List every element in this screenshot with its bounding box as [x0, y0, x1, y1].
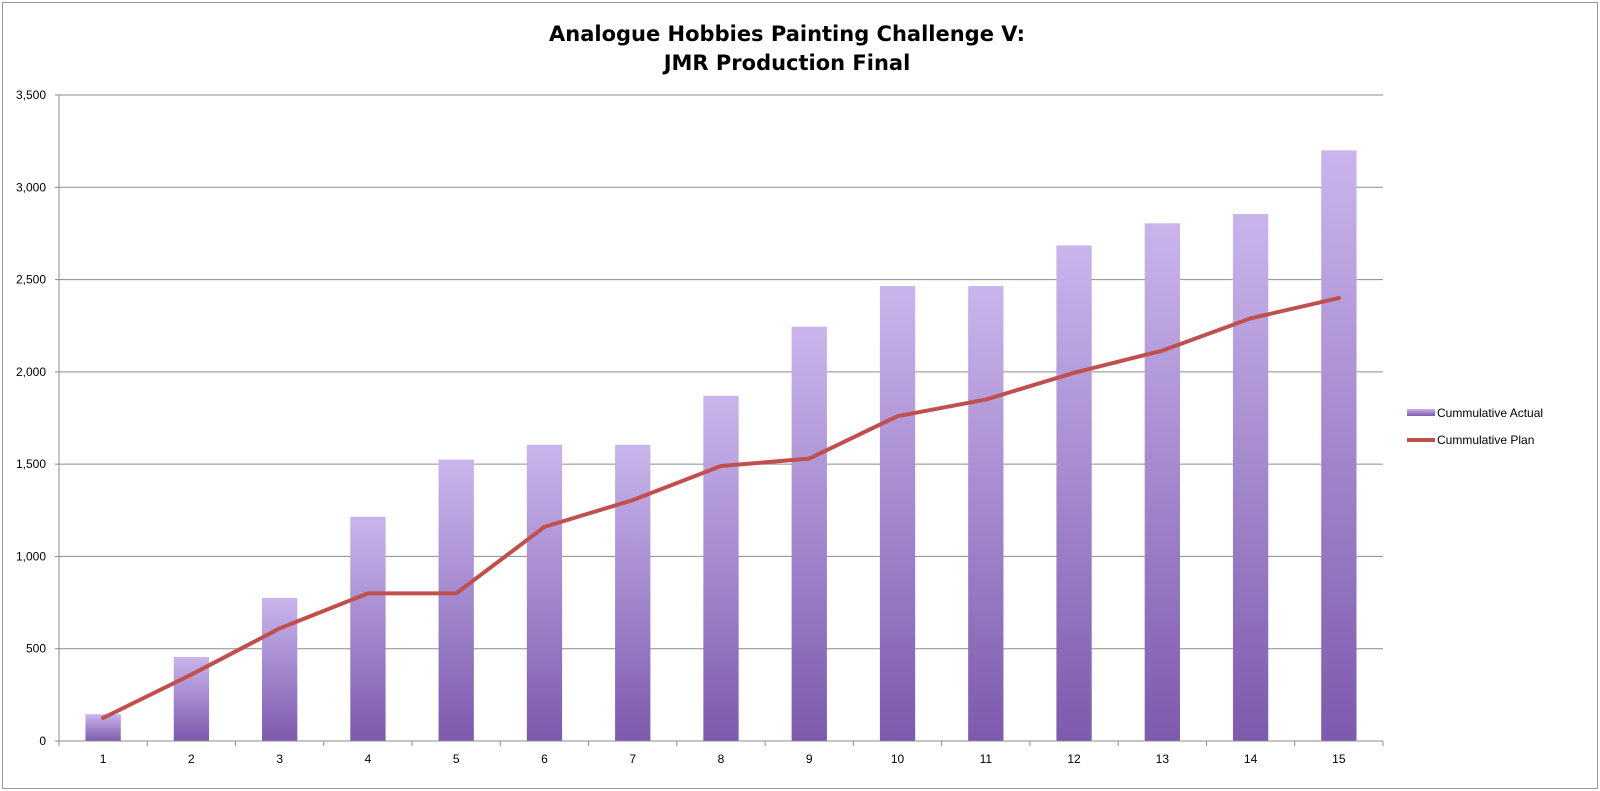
bar-cummulative-actual [703, 395, 739, 741]
legend-item-actual: Cummulative Actual [1407, 406, 1543, 420]
bar-series-cummulative-actual [85, 150, 1357, 741]
legend-label-actual: Cummulative Actual [1437, 406, 1543, 420]
chart-title: Analogue Hobbies Painting Challenge V: [549, 22, 1025, 46]
x-tick-label: 6 [541, 752, 548, 766]
bar-cummulative-actual [350, 516, 386, 741]
line-series-cummulative-plan [101, 296, 1341, 720]
x-axis-tick-labels: 1 2 3 4 5 6 7 8 9 10 11 12 13 14 15 [100, 752, 1346, 766]
legend: Cummulative Actual Cummulative Plan [1407, 406, 1543, 447]
bar-cummulative-actual [879, 286, 916, 741]
x-tick-label: 13 [1156, 752, 1170, 766]
x-tick-label: 1 [100, 752, 107, 766]
x-tick-label: 12 [1067, 752, 1081, 766]
bar-cummulative-actual [968, 286, 1004, 741]
x-tick-label: 14 [1244, 752, 1258, 766]
legend-swatch-actual [1407, 409, 1435, 416]
bar-cummulative-actual [526, 444, 563, 741]
bar-cummulative-actual [1144, 223, 1180, 741]
x-tick-label: 3 [276, 752, 283, 766]
y-tick-label: 2,500 [16, 273, 46, 287]
bar-cummulative-actual [173, 657, 210, 741]
chart-svg: Analogue Hobbies Painting Challenge V: J… [16, 22, 1543, 766]
x-tick-label: 5 [453, 752, 460, 766]
bar-cummulative-actual [262, 597, 298, 741]
legend-label-plan: Cummulative Plan [1437, 433, 1534, 447]
x-tick-label: 9 [806, 752, 813, 766]
x-tick-label: 11 [980, 752, 993, 766]
bar-cummulative-actual [791, 326, 827, 741]
y-tick-label: 500 [26, 642, 46, 656]
bar-cummulative-actual [438, 459, 474, 741]
x-tick-label: 2 [188, 752, 195, 766]
y-tick-label: 3,000 [16, 180, 46, 194]
y-tick-label: 1,000 [16, 549, 46, 563]
legend-item-plan: Cummulative Plan [1407, 433, 1534, 447]
bar-cummulative-actual [1321, 150, 1357, 741]
x-tick-label: 7 [629, 752, 636, 766]
x-tick-label: 4 [365, 752, 372, 766]
x-tick-label: 15 [1332, 752, 1346, 766]
y-tick-label: 1,500 [16, 457, 46, 471]
x-tick-label: 8 [718, 752, 725, 766]
bar-cummulative-actual [1232, 214, 1269, 741]
y-axis-tick-labels: 0 500 1,000 1,500 2,000 2,500 3,000 3,500 [16, 88, 46, 748]
x-tick-label: 10 [891, 752, 905, 766]
bar-cummulative-actual [1056, 245, 1092, 741]
y-tick-label: 2,000 [16, 365, 46, 379]
y-tick-label: 3,500 [16, 88, 46, 102]
bar-cummulative-actual [615, 444, 651, 741]
y-tick-label: 0 [39, 734, 46, 748]
axes [58, 95, 1384, 746]
chart-subtitle: JMR Production Final [662, 51, 911, 75]
